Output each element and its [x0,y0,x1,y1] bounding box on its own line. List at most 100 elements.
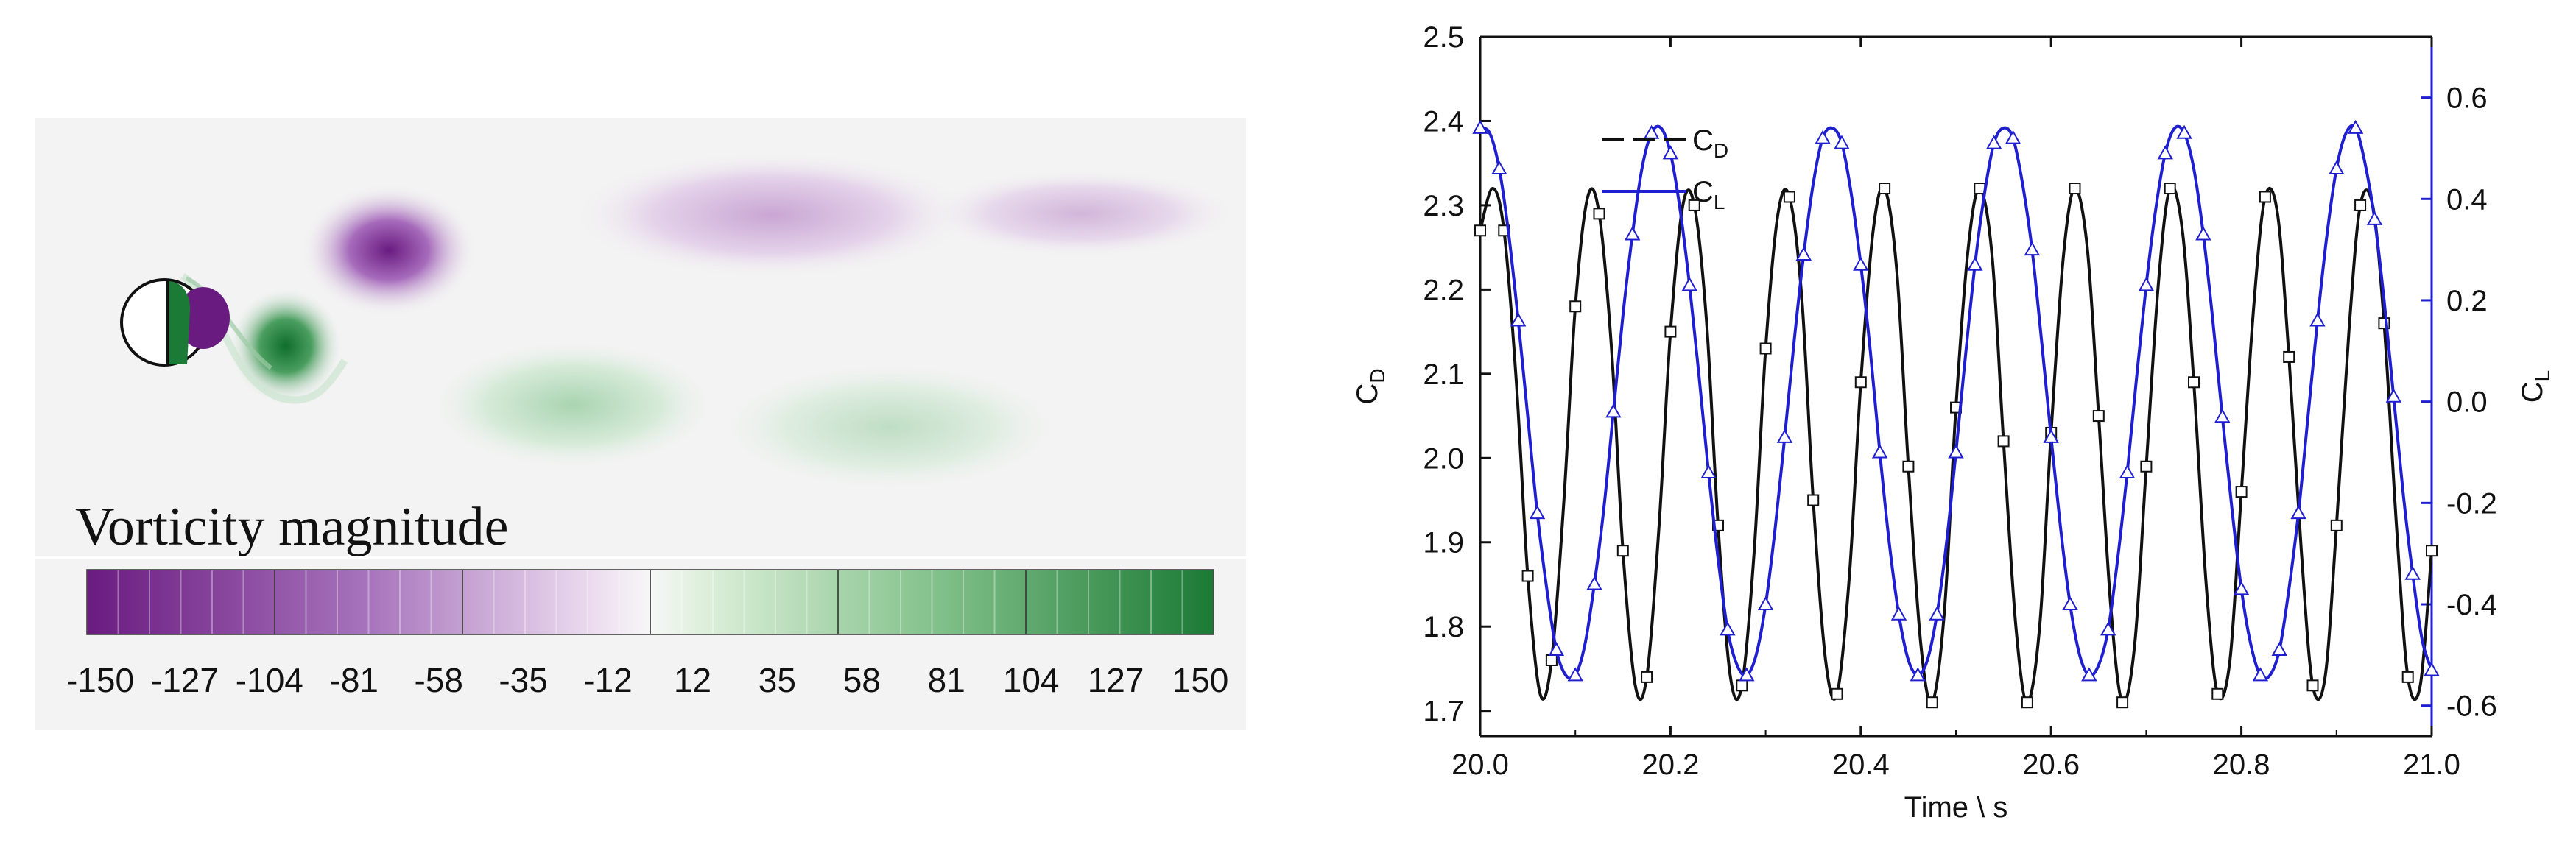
colorbar-tick-label: 81 [928,661,965,699]
cl-marker [2252,667,2269,682]
cd-marker [2401,671,2414,683]
cl-marker [1491,160,1507,174]
y-left-tick-label: 2.0 [1423,442,1464,475]
cd-marker [1759,342,1772,355]
colorbar-tick-label: 127 [1088,661,1144,699]
cl-marker [1967,256,1983,271]
cl-marker [1681,277,1697,291]
y-left-tick-label: 2.3 [1423,190,1464,222]
cl-marker [2329,160,2345,174]
cd-marker [2259,191,2271,203]
cl-marker [2290,505,2306,520]
cl-marker [1757,595,1774,611]
cd-marker [1521,570,1534,582]
legend-label: CD [1692,124,1728,162]
cl-marker [2214,409,2231,423]
cd-marker [1569,300,1582,313]
cd-marker [2021,696,2033,709]
y-left-tick-label: 1.8 [1423,611,1464,643]
colorbar-tick-label: -58 [414,661,462,699]
colorbar-tick-label: -81 [330,661,379,699]
cl-marker [1625,226,1641,241]
cd-marker [2116,696,2129,709]
cl-marker [2138,277,2155,291]
y-right-tick-label: 0.2 [2446,285,2488,317]
colorbar-tick-label: 58 [843,661,881,699]
cd-marker [2188,376,2200,389]
colorbar-tick-label: 104 [1003,661,1060,699]
x-tick-label: 20.2 [1641,749,1699,781]
colorbar-tick-label: -35 [499,661,547,699]
x-tick-label: 21.0 [2403,749,2460,781]
y-left-axis-label: CD [1351,368,1389,404]
cl-marker [1985,135,2002,149]
cl-marker [1567,667,1583,682]
cl-marker [2195,226,2211,241]
cl-marker [2233,581,2250,595]
cl-marker [1529,505,1546,520]
cd-marker [1997,435,2010,448]
y-left-tick-label: 2.5 [1423,21,1464,54]
cl-marker [1795,246,1812,261]
y-right-tick-label: -0.2 [2446,487,2497,520]
colorbar-tick-label: 12 [674,661,711,699]
cl-marker [1700,464,1717,479]
cl-marker [2385,388,2402,403]
vorticity-contour-panel: Vorticity magnitude -150 -127 -104 -81 -58 -3… [35,118,1246,730]
cl-marker [1548,641,1565,656]
series-line-cl [1479,124,2433,681]
cd-marker [1593,208,1605,220]
cd-marker [2235,486,2248,498]
cd-marker [1736,679,1748,692]
cl-marker [2062,595,2078,611]
cl-marker [1605,403,1622,418]
cl-marker [2424,662,2440,676]
cl-marker [2176,124,2192,139]
cd-marker [1879,183,1891,195]
cl-marker [2100,621,2116,636]
cl-marker [2119,464,2136,479]
cl-marker [1776,428,1793,443]
cl-marker [1834,135,1850,149]
cl-marker [2366,211,2383,225]
cl-marker [1948,444,1964,459]
cd-marker [1854,376,1867,389]
vortex-purple-1 [300,184,477,317]
x-tick-label: 20.0 [1451,749,1509,781]
cl-marker [1510,312,1527,327]
y-right-tick-label: 0.6 [2446,82,2488,115]
cd-marker [2283,350,2295,363]
cl-marker [1929,606,1945,621]
cl-marker [2157,145,2173,160]
y-left-tick-label: 2.4 [1423,105,1464,138]
vortex-green-1 [228,287,343,405]
cl-marker [2024,241,2041,256]
cl-marker [1643,124,1660,139]
cylinder [120,278,230,367]
cl-marker [2347,119,2364,134]
y-right-tick-label: 0.4 [2446,183,2488,216]
cd-marker [2069,183,2081,195]
x-axis-label: Time \ s [1904,791,2008,824]
cl-marker [2271,641,2287,656]
y-left-tick-label: 2.2 [1423,274,1464,306]
cd-marker [2354,199,2367,211]
colorbar-title: Vorticity magnitude [75,497,509,557]
y-left-tick-label: 1.9 [1423,527,1464,559]
cl-marker [1815,130,1831,144]
colorbar-tick-label: -12 [583,661,632,699]
cd-marker [1783,191,1795,203]
cd-marker [1831,687,1843,700]
x-tick-label: 20.8 [2213,749,2270,781]
cl-marker [1853,256,1869,271]
cd-marker [1616,545,1629,557]
cl-marker [1720,621,1736,636]
y-right-axis-label: CL [2516,370,2554,403]
cd-marker [2211,687,2224,700]
cl-marker [2309,312,2326,327]
colorbar-tick-label: 35 [759,661,796,699]
legend-label: CL [1692,176,1725,213]
cd-marker [2426,545,2438,557]
cd-marker [1688,199,1700,211]
cd-marker [1926,696,1938,709]
